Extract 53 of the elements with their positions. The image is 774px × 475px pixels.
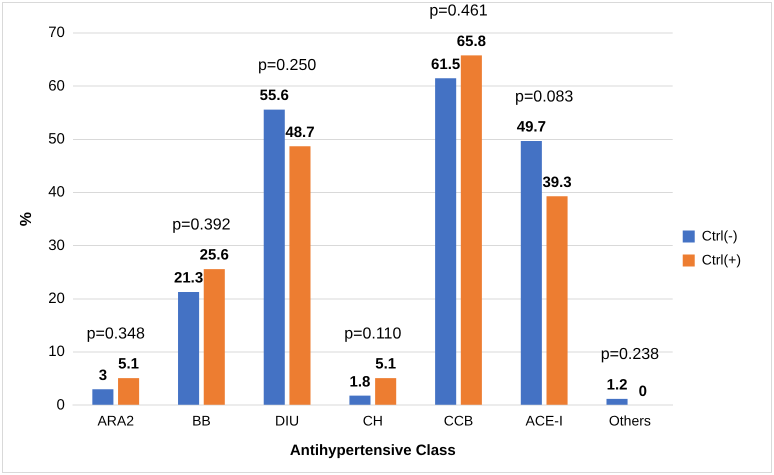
- bar: [435, 78, 456, 405]
- y-tick-label: 10: [48, 343, 65, 360]
- bar: [264, 110, 285, 405]
- y-tick-label: 60: [48, 77, 65, 94]
- x-tick-label: CCB: [444, 412, 474, 428]
- x-tick-label: Others: [608, 412, 651, 428]
- data-label: 5.1: [118, 356, 140, 373]
- annotation: p=0.238: [600, 346, 660, 364]
- bar: [460, 55, 482, 405]
- bar: [92, 389, 114, 405]
- x-tick-label: DIU: [275, 412, 300, 428]
- x-tick-label: BB: [192, 412, 211, 428]
- data-label: 48.7: [285, 124, 315, 141]
- x-tick-label: ARA2: [97, 412, 134, 428]
- bar: [546, 196, 568, 405]
- annotation: p=0.110: [344, 325, 402, 342]
- data-label: 49.7: [516, 118, 546, 136]
- y-tick-label: 40: [48, 184, 65, 201]
- y-tick-label: 20: [48, 290, 65, 307]
- data-label: 61.5: [431, 56, 460, 73]
- data-label: 0: [638, 382, 647, 400]
- y-tick-label: 0: [56, 396, 65, 414]
- bar: [289, 146, 311, 405]
- bar: [349, 396, 370, 405]
- data-label: 65.8: [456, 32, 486, 50]
- annotation: p=0.348: [86, 325, 145, 342]
- data-label: 39.3: [542, 174, 572, 191]
- x-tick-label: ACE-I: [526, 412, 563, 428]
- bar: [520, 140, 542, 405]
- bar: [606, 398, 628, 405]
- legend-label: Ctrl(+): [702, 251, 742, 268]
- data-label: 1.2: [606, 376, 628, 394]
- data-label: 55.6: [260, 87, 289, 104]
- y-tick-label: 70: [48, 24, 65, 42]
- bar: [375, 378, 396, 405]
- annotation: p=0.392: [172, 216, 231, 234]
- x-axis-title: Antihypertensive Class: [290, 442, 456, 460]
- legend-label: Ctrl(-): [702, 227, 738, 244]
- annotation: p=0.250: [258, 56, 316, 74]
- text: p=0.461: [429, 2, 488, 20]
- data-label: 5.1: [375, 356, 396, 373]
- data-label: 21.3: [174, 270, 204, 287]
- data-label: 3: [98, 366, 108, 384]
- annotation: p=0.083: [515, 88, 574, 106]
- data-label: 25.6: [200, 246, 229, 264]
- y-axis-title: %: [18, 212, 36, 226]
- data-label: 1.8: [350, 373, 370, 390]
- y-tick-label: 30: [48, 236, 65, 254]
- x-tick-label: CH: [362, 412, 383, 428]
- bar: [178, 292, 200, 405]
- y-tick-label: 50: [48, 130, 65, 148]
- bar: [204, 269, 225, 405]
- bar: [118, 378, 140, 405]
